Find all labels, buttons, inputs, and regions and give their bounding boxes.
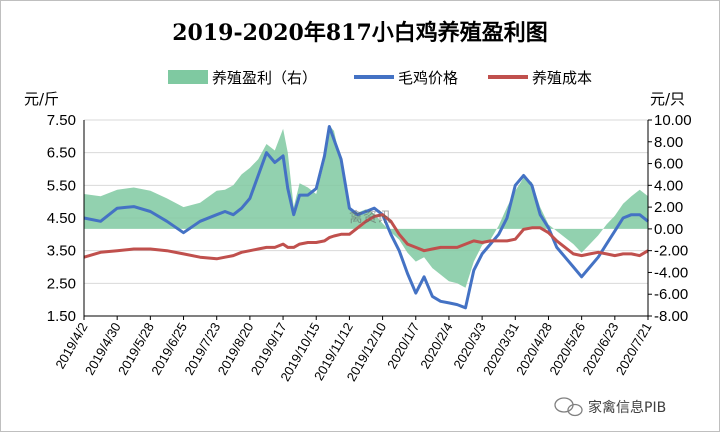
right-tick-label: 8.00 — [654, 134, 683, 151]
right-tick-label: 6.00 — [654, 156, 683, 173]
left-tick-label: 4.50 — [47, 210, 76, 227]
chart-title: 2019-2020年817小白鸡养殖盈利图 — [172, 20, 548, 46]
right-axis-ticks: 10.00 8.00 6.00 4.00 2.00 0.00 -2.00 -4.00 -6.00… — [648, 112, 692, 325]
left-axis-ticks: 7.50 6.50 5.50 4.50 3.50 2.50 1.50 — [47, 112, 76, 325]
left-tick-label: 1.50 — [47, 308, 76, 325]
right-tick-label: 2.00 — [654, 199, 683, 216]
axes — [83, 120, 649, 317]
right-tick-label: 0.00 — [654, 221, 683, 238]
left-tick-label: 6.50 — [47, 145, 76, 162]
right-tick-label: 10.00 — [654, 112, 692, 129]
right-tick-label: -2.00 — [654, 243, 688, 260]
profit-area — [84, 125, 648, 288]
right-tick-label: -8.00 — [654, 308, 688, 325]
watermark-center: 禽资讯 — [349, 209, 391, 226]
cost-line — [83, 213, 649, 261]
left-tick-label: 3.50 — [47, 243, 76, 260]
right-tick-label: -6.00 — [654, 286, 688, 303]
legend-label-price: 毛鸡价格 — [398, 69, 458, 87]
price-line — [83, 125, 649, 310]
profit-area-layer — [84, 125, 648, 288]
left-axis-unit: 元/斤 — [24, 90, 59, 108]
right-tick-label: -4.00 — [654, 264, 688, 281]
watermark-corner: 家禽信息PIB — [588, 399, 666, 416]
right-tick-label: 4.00 — [654, 177, 683, 194]
left-tick-label: 2.50 — [47, 275, 76, 292]
right-axis-unit: 元/只 — [650, 90, 685, 108]
line-series-layer — [83, 125, 649, 310]
left-tick-label: 5.50 — [47, 177, 76, 194]
left-tick-label: 7.50 — [47, 112, 76, 129]
legend-swatch-profit — [168, 70, 208, 84]
legend-label-profit: 养殖盈利（右） — [212, 69, 317, 87]
wechat-icon — [554, 397, 583, 417]
legend-label-cost: 养殖成本 — [532, 69, 592, 87]
